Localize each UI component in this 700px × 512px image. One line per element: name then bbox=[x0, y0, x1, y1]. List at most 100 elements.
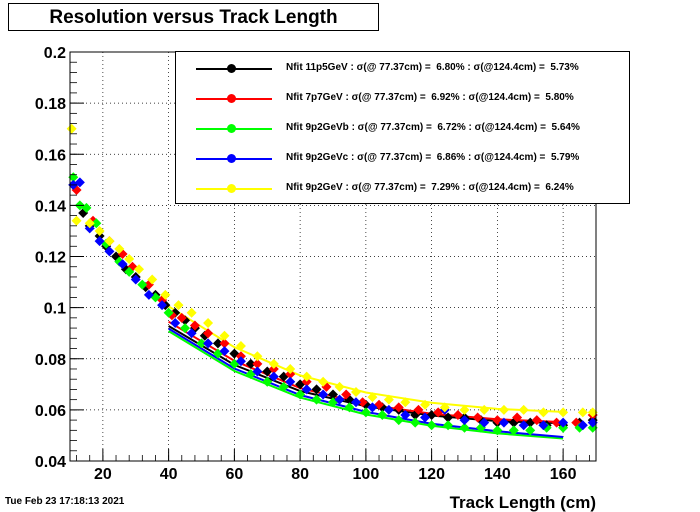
data-point bbox=[163, 307, 174, 318]
data-point bbox=[301, 376, 312, 387]
data-point bbox=[577, 420, 588, 431]
data-point bbox=[328, 389, 338, 400]
data-point bbox=[130, 274, 141, 285]
data-point bbox=[479, 404, 490, 415]
axis-ticks bbox=[70, 51, 590, 462]
data-point bbox=[94, 236, 105, 247]
data-point bbox=[252, 351, 263, 362]
data-point bbox=[189, 320, 200, 331]
data-point bbox=[84, 218, 95, 229]
data-point bbox=[295, 389, 306, 400]
timestamp: Tue Feb 23 17:18:13 2021 bbox=[5, 496, 125, 507]
tick-labels: 0.04 0.06 0.08 0.1 0.12 0.14 0.16 0.18 0.2 20 40 60… bbox=[35, 45, 577, 483]
data-point bbox=[311, 394, 322, 405]
legend-entry: Nfit 9p2GeV : σ(@ 77.37cm) = 7.29% : σ(@… bbox=[176, 179, 629, 199]
data-point bbox=[410, 417, 421, 428]
data-point bbox=[367, 392, 378, 403]
legend-label: Nfit 9p2GeV : σ(@ 77.37cm) = 7.29% : σ(@… bbox=[286, 182, 574, 193]
data-point bbox=[268, 363, 279, 374]
data-point bbox=[219, 330, 230, 341]
data-point bbox=[558, 422, 569, 433]
legend-marker bbox=[227, 184, 236, 193]
y-tick-label: 0.08 bbox=[35, 352, 66, 369]
legend-entry: Nfit 9p2GeVc : σ(@ 77.37cm) = 6.86% : σ(… bbox=[176, 149, 629, 169]
x-tick-label: 20 bbox=[94, 466, 112, 483]
data-point bbox=[538, 407, 549, 418]
data-point bbox=[124, 266, 135, 277]
data-point bbox=[459, 404, 470, 415]
data-point bbox=[157, 300, 168, 311]
data-point bbox=[186, 307, 197, 318]
data-point bbox=[452, 409, 463, 420]
y-tick-label: 0.14 bbox=[35, 198, 66, 215]
data-point bbox=[285, 363, 296, 374]
data-point bbox=[518, 404, 529, 415]
legend-entry: Nfit 7p7GeV : σ(@ 77.37cm) = 6.92% : σ(@… bbox=[176, 89, 629, 109]
data-point bbox=[245, 358, 256, 369]
legend-label: Nfit 11p5GeV : σ(@ 77.37cm) = 6.80% : σ(… bbox=[286, 62, 579, 73]
data-point bbox=[426, 420, 437, 431]
data-point bbox=[531, 415, 542, 426]
data-point bbox=[413, 404, 424, 415]
x-tick-label: 120 bbox=[418, 466, 445, 483]
data-point bbox=[104, 246, 115, 257]
data-point bbox=[558, 417, 569, 428]
x-tick-label: 80 bbox=[291, 466, 309, 483]
data-point bbox=[235, 351, 246, 362]
data-point bbox=[492, 425, 503, 436]
data-point bbox=[278, 381, 289, 392]
legend: Nfit 11p5GeV : σ(@ 77.37cm) = 6.80% : σ(… bbox=[175, 51, 630, 204]
data-point bbox=[71, 215, 82, 226]
data-point bbox=[577, 407, 588, 418]
data-point bbox=[525, 425, 536, 436]
data-point bbox=[360, 407, 371, 418]
legend-marker bbox=[227, 64, 236, 73]
data-point bbox=[219, 338, 230, 349]
data-point bbox=[558, 407, 569, 418]
legend-label: Nfit 9p2GeVb : σ(@ 77.37cm) = 6.72% : σ(… bbox=[286, 122, 580, 133]
page-title: Resolution versus Track Length bbox=[49, 7, 338, 28]
data-point bbox=[196, 338, 207, 349]
data-point bbox=[318, 389, 329, 400]
data-point bbox=[268, 358, 279, 369]
data-point bbox=[235, 356, 246, 367]
data-point bbox=[117, 259, 128, 270]
data-point bbox=[508, 425, 519, 436]
data-point bbox=[235, 340, 246, 351]
data-point bbox=[334, 394, 345, 405]
legend-entry: Nfit 9p2GeVb : σ(@ 77.37cm) = 6.72% : σ(… bbox=[176, 119, 629, 139]
data-point bbox=[285, 369, 296, 380]
data-point bbox=[351, 386, 362, 397]
data-point bbox=[587, 417, 598, 428]
data-point bbox=[498, 404, 509, 415]
data-point bbox=[186, 328, 197, 339]
data-point bbox=[459, 422, 470, 433]
data-point bbox=[124, 254, 135, 265]
data-point bbox=[134, 264, 145, 275]
x-tick-label: 60 bbox=[225, 466, 243, 483]
x-tick-label: 40 bbox=[160, 466, 178, 483]
data-point bbox=[341, 389, 352, 400]
y-tick-label: 0.1 bbox=[44, 301, 66, 318]
legend-entry: Nfit 11p5GeV : σ(@ 77.37cm) = 6.80% : σ(… bbox=[176, 59, 629, 79]
data-point bbox=[334, 381, 345, 392]
data-point bbox=[351, 397, 362, 408]
data-point bbox=[443, 412, 454, 423]
data-point bbox=[512, 412, 523, 423]
data-point bbox=[472, 412, 483, 423]
data-point bbox=[212, 338, 223, 349]
legend-label: Nfit 7p7GeV : σ(@ 77.37cm) = 6.92% : σ(@… bbox=[286, 92, 574, 103]
data-point bbox=[393, 402, 404, 413]
data-point bbox=[91, 218, 102, 229]
data-point bbox=[203, 317, 214, 328]
data-point bbox=[479, 417, 490, 428]
data-point bbox=[180, 323, 191, 334]
data-point bbox=[357, 397, 368, 408]
data-point bbox=[587, 422, 598, 433]
data-point bbox=[367, 402, 378, 413]
y-tick-label: 0.04 bbox=[35, 454, 66, 471]
data-point bbox=[84, 223, 95, 234]
data-point bbox=[114, 243, 125, 254]
x-tick-label: 100 bbox=[353, 466, 380, 483]
